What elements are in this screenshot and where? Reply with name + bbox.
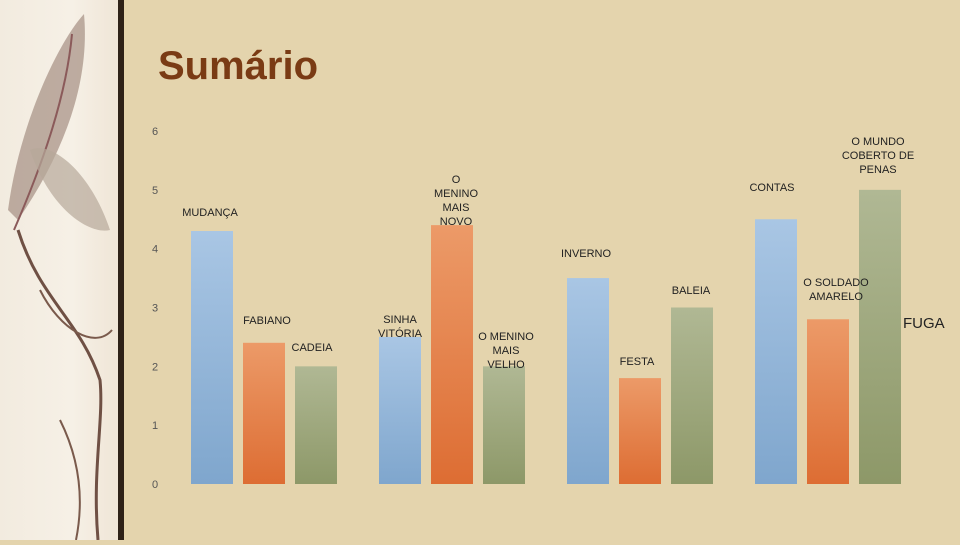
y-tick-label: 5 xyxy=(152,185,158,197)
bar-label: SINHA VITÓRIA xyxy=(378,314,423,340)
bar xyxy=(295,366,337,484)
bar xyxy=(191,231,233,484)
bar-label: O MENINO MAIS VELHO xyxy=(478,331,534,371)
bar-labels: MUDANÇA FABIANO CADEIA SINHA VITÓRIA O MENINO M… xyxy=(182,136,914,371)
slide-divider xyxy=(118,0,124,540)
bar xyxy=(483,366,525,484)
slide-title: Sumário xyxy=(158,44,319,88)
bar-label: FESTA xyxy=(620,356,655,368)
decorative-leaf-panel xyxy=(0,0,120,541)
bar-label: O MENINO MAIS NOVO xyxy=(434,174,478,228)
bar-label: CADEIA xyxy=(292,342,334,354)
bar-label: BALEIA xyxy=(672,285,711,297)
bar-label: O SOLDADO AMARELO xyxy=(803,277,869,303)
dried-leaves-illustration xyxy=(8,14,113,541)
bar-label: CONTAS xyxy=(749,182,794,194)
bar xyxy=(671,307,713,484)
bar-series xyxy=(191,189,901,485)
bar-label: INVERNO xyxy=(561,248,612,260)
chart-annotations: FUGA xyxy=(903,315,945,332)
bar xyxy=(243,342,285,484)
annotation-label: FUGA xyxy=(903,315,945,332)
y-tick-label: 2 xyxy=(152,361,158,373)
bar xyxy=(807,319,849,484)
bar xyxy=(431,225,473,484)
y-tick-label: 3 xyxy=(152,303,158,315)
bar xyxy=(619,378,661,484)
bar xyxy=(567,278,609,484)
y-tick-label: 6 xyxy=(152,126,158,138)
bar xyxy=(379,336,421,484)
y-tick-label: 4 xyxy=(152,244,158,256)
bar-label: MUDANÇA xyxy=(182,207,238,219)
y-axis-ticks: 0 1 2 3 4 5 6 xyxy=(152,126,158,491)
y-tick-label: 1 xyxy=(152,420,158,432)
bar-label: FABIANO xyxy=(243,315,291,327)
bar xyxy=(755,219,797,484)
bar xyxy=(859,189,901,485)
bar-label: O MUNDO COBERTO DE PENAS xyxy=(842,136,914,176)
y-tick-label: 0 xyxy=(152,479,158,491)
